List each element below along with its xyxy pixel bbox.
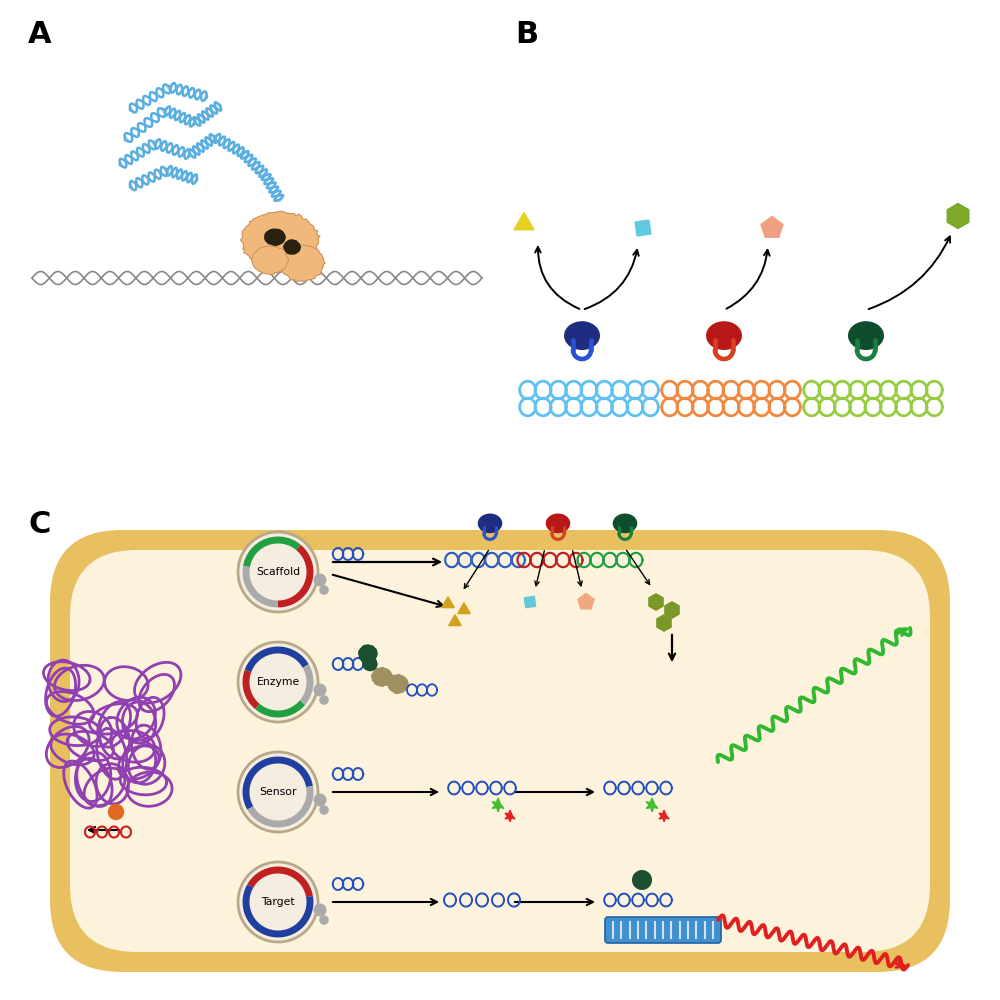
Polygon shape xyxy=(280,245,325,281)
Polygon shape xyxy=(492,798,504,812)
Polygon shape xyxy=(665,602,679,618)
Text: Target: Target xyxy=(261,897,295,907)
Circle shape xyxy=(314,574,326,586)
Ellipse shape xyxy=(848,321,884,350)
Ellipse shape xyxy=(478,514,502,533)
Polygon shape xyxy=(388,675,408,693)
Polygon shape xyxy=(241,211,320,269)
Text: Sensor: Sensor xyxy=(259,787,297,797)
Polygon shape xyxy=(449,615,461,626)
Circle shape xyxy=(238,532,318,612)
Circle shape xyxy=(319,695,329,705)
Polygon shape xyxy=(372,668,392,686)
Polygon shape xyxy=(761,217,783,237)
FancyBboxPatch shape xyxy=(605,917,721,943)
Polygon shape xyxy=(442,597,454,608)
Text: Scaffold: Scaffold xyxy=(256,567,300,577)
Polygon shape xyxy=(646,798,658,812)
Circle shape xyxy=(319,585,329,595)
Polygon shape xyxy=(265,229,285,245)
Text: C: C xyxy=(28,510,50,539)
Circle shape xyxy=(238,862,318,942)
Circle shape xyxy=(314,904,326,916)
Circle shape xyxy=(238,642,318,722)
Text: B: B xyxy=(515,20,538,49)
Circle shape xyxy=(632,870,652,890)
Polygon shape xyxy=(284,240,300,254)
Polygon shape xyxy=(649,594,663,610)
Ellipse shape xyxy=(546,514,570,533)
FancyBboxPatch shape xyxy=(50,530,950,972)
Polygon shape xyxy=(514,213,534,230)
Ellipse shape xyxy=(706,321,742,350)
Polygon shape xyxy=(635,220,651,236)
Ellipse shape xyxy=(613,514,637,533)
Polygon shape xyxy=(359,645,377,663)
Polygon shape xyxy=(251,246,288,275)
Text: Enzyme: Enzyme xyxy=(256,677,300,687)
Circle shape xyxy=(319,915,329,925)
Circle shape xyxy=(108,804,124,820)
Polygon shape xyxy=(578,593,594,609)
Ellipse shape xyxy=(564,321,600,350)
FancyBboxPatch shape xyxy=(70,550,930,952)
Polygon shape xyxy=(657,615,671,631)
Text: A: A xyxy=(28,20,52,49)
Polygon shape xyxy=(947,204,969,229)
Polygon shape xyxy=(659,810,669,822)
Circle shape xyxy=(319,805,329,815)
Polygon shape xyxy=(524,596,536,608)
Polygon shape xyxy=(363,658,377,671)
Circle shape xyxy=(314,794,326,806)
Polygon shape xyxy=(505,810,515,822)
Circle shape xyxy=(238,752,318,832)
Circle shape xyxy=(314,684,326,696)
Polygon shape xyxy=(458,603,470,614)
